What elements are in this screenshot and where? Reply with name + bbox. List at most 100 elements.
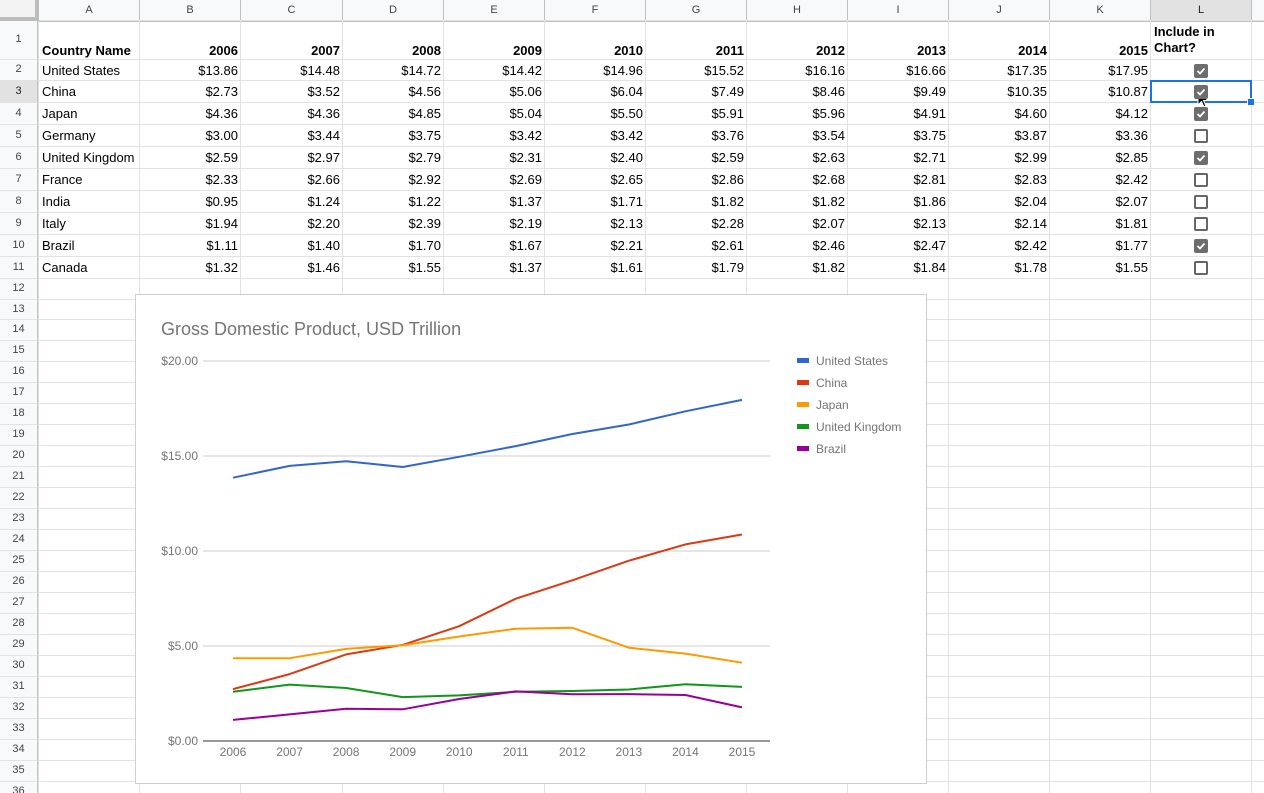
select-all-corner[interactable] bbox=[0, 0, 39, 21]
column-header-e[interactable]: E bbox=[444, 0, 545, 21]
country-name-cell[interactable]: United Kingdom bbox=[42, 150, 135, 165]
gdp-value-cell[interactable]: $1.70 bbox=[408, 238, 441, 253]
column-header-g[interactable]: G bbox=[646, 0, 747, 21]
column-title-year[interactable]: 2006 bbox=[209, 43, 238, 58]
row-header-18[interactable]: 18 bbox=[0, 404, 38, 425]
gdp-value-cell[interactable]: $4.12 bbox=[1115, 106, 1148, 121]
gdp-value-cell[interactable]: $5.50 bbox=[610, 106, 643, 121]
row-header-7[interactable]: 7 bbox=[0, 169, 38, 191]
row-header-19[interactable]: 19 bbox=[0, 425, 38, 446]
gdp-value-cell[interactable]: $2.47 bbox=[913, 238, 946, 253]
row-header-9[interactable]: 9 bbox=[0, 213, 38, 235]
include-in-chart-checkbox[interactable] bbox=[1194, 195, 1208, 209]
gdp-value-cell[interactable]: $1.46 bbox=[307, 260, 340, 275]
gdp-value-cell[interactable]: $16.66 bbox=[906, 63, 946, 78]
gdp-value-cell[interactable]: $6.04 bbox=[610, 84, 643, 99]
gdp-value-cell[interactable]: $17.35 bbox=[1007, 63, 1047, 78]
gdp-value-cell[interactable]: $14.48 bbox=[300, 63, 340, 78]
fill-handle[interactable] bbox=[1247, 98, 1255, 106]
gdp-value-cell[interactable]: $10.87 bbox=[1108, 84, 1148, 99]
row-header-30[interactable]: 30 bbox=[0, 656, 38, 677]
gdp-value-cell[interactable]: $1.55 bbox=[1115, 260, 1148, 275]
gdp-value-cell[interactable]: $1.37 bbox=[509, 194, 542, 209]
gdp-value-cell[interactable]: $2.59 bbox=[711, 150, 744, 165]
row-header-1[interactable]: 1 bbox=[0, 21, 38, 60]
gdp-value-cell[interactable]: $2.39 bbox=[408, 216, 441, 231]
gdp-value-cell[interactable]: $2.20 bbox=[307, 216, 340, 231]
row-header-17[interactable]: 17 bbox=[0, 383, 38, 404]
column-title-year[interactable]: 2011 bbox=[715, 43, 744, 58]
gdp-value-cell[interactable]: $1.40 bbox=[307, 238, 340, 253]
gdp-value-cell[interactable]: $2.42 bbox=[1115, 172, 1148, 187]
gdp-value-cell[interactable]: $7.49 bbox=[711, 84, 744, 99]
gdp-value-cell[interactable]: $3.42 bbox=[509, 128, 542, 143]
row-header-12[interactable]: 12 bbox=[0, 279, 38, 300]
gdp-value-cell[interactable]: $1.82 bbox=[812, 194, 845, 209]
gdp-value-cell[interactable]: $5.04 bbox=[509, 106, 542, 121]
row-header-24[interactable]: 24 bbox=[0, 530, 38, 551]
column-header-i[interactable]: I bbox=[848, 0, 949, 21]
column-title-year[interactable]: 2015 bbox=[1119, 43, 1148, 58]
row-header-33[interactable]: 33 bbox=[0, 719, 38, 740]
gdp-value-cell[interactable]: $2.65 bbox=[610, 172, 643, 187]
gdp-value-cell[interactable]: $14.96 bbox=[603, 63, 643, 78]
gdp-value-cell[interactable]: $2.04 bbox=[1014, 194, 1047, 209]
gdp-value-cell[interactable]: $1.37 bbox=[509, 260, 542, 275]
country-name-cell[interactable]: Italy bbox=[42, 216, 66, 231]
row-header-22[interactable]: 22 bbox=[0, 488, 38, 509]
include-in-chart-checkbox[interactable] bbox=[1194, 239, 1208, 253]
row-header-13[interactable]: 13 bbox=[0, 300, 38, 320]
gdp-value-cell[interactable]: $3.87 bbox=[1014, 128, 1047, 143]
gdp-value-cell[interactable]: $1.61 bbox=[610, 260, 643, 275]
gdp-value-cell[interactable]: $13.86 bbox=[198, 63, 238, 78]
row-header-2[interactable]: 2 bbox=[0, 60, 38, 81]
row-header-27[interactable]: 27 bbox=[0, 593, 38, 614]
gdp-value-cell[interactable]: $14.72 bbox=[401, 63, 441, 78]
gdp-value-cell[interactable]: $1.82 bbox=[711, 194, 744, 209]
column-header-b[interactable]: B bbox=[140, 0, 241, 21]
gdp-value-cell[interactable]: $2.07 bbox=[1115, 194, 1148, 209]
country-name-cell[interactable]: China bbox=[42, 84, 76, 99]
column-header-h[interactable]: H bbox=[747, 0, 848, 21]
gdp-value-cell[interactable]: $5.06 bbox=[509, 84, 542, 99]
country-name-cell[interactable]: India bbox=[42, 194, 71, 209]
row-header-16[interactable]: 16 bbox=[0, 362, 38, 383]
column-title-year[interactable]: 2007 bbox=[311, 43, 340, 58]
column-header-f[interactable]: F bbox=[545, 0, 646, 21]
row-header-32[interactable]: 32 bbox=[0, 698, 38, 719]
gdp-value-cell[interactable]: $2.85 bbox=[1115, 150, 1148, 165]
gdp-value-cell[interactable]: $2.59 bbox=[205, 150, 238, 165]
gdp-value-cell[interactable]: $2.79 bbox=[408, 150, 441, 165]
row-header-11[interactable]: 11 bbox=[0, 257, 38, 279]
gdp-value-cell[interactable]: $3.76 bbox=[711, 128, 744, 143]
gdp-value-cell[interactable]: $1.77 bbox=[1115, 238, 1148, 253]
gdp-value-cell[interactable]: $2.46 bbox=[812, 238, 845, 253]
gdp-value-cell[interactable]: $4.60 bbox=[1014, 106, 1047, 121]
gdp-value-cell[interactable]: $1.32 bbox=[205, 260, 238, 275]
gdp-value-cell[interactable]: $2.42 bbox=[1014, 238, 1047, 253]
gdp-value-cell[interactable]: $2.28 bbox=[711, 216, 744, 231]
gdp-value-cell[interactable]: $4.56 bbox=[408, 84, 441, 99]
column-title-year[interactable]: 2013 bbox=[917, 43, 946, 58]
row-header-6[interactable]: 6 bbox=[0, 147, 38, 169]
gdp-value-cell[interactable]: $9.49 bbox=[913, 84, 946, 99]
column-title-year[interactable]: 2014 bbox=[1018, 43, 1047, 58]
column-title-year[interactable]: 2009 bbox=[513, 43, 542, 58]
include-in-chart-checkbox[interactable] bbox=[1194, 85, 1208, 99]
row-header-4[interactable]: 4 bbox=[0, 103, 38, 125]
gdp-value-cell[interactable]: $1.78 bbox=[1014, 260, 1047, 275]
gdp-value-cell[interactable]: $2.92 bbox=[408, 172, 441, 187]
line-chart[interactable]: Gross Domestic Product, USD Trillion $0.0… bbox=[135, 294, 927, 784]
gdp-value-cell[interactable]: $2.68 bbox=[812, 172, 845, 187]
gdp-value-cell[interactable]: $0.95 bbox=[205, 194, 238, 209]
row-header-10[interactable]: 10 bbox=[0, 235, 38, 257]
include-in-chart-checkbox[interactable] bbox=[1194, 129, 1208, 143]
gdp-value-cell[interactable]: $2.21 bbox=[610, 238, 643, 253]
column-title-year[interactable]: 2012 bbox=[816, 43, 845, 58]
column-header-l[interactable]: L bbox=[1151, 0, 1252, 21]
gdp-value-cell[interactable]: $2.99 bbox=[1014, 150, 1047, 165]
gdp-value-cell[interactable]: $1.67 bbox=[509, 238, 542, 253]
gdp-value-cell[interactable]: $1.82 bbox=[812, 260, 845, 275]
gdp-value-cell[interactable]: $2.19 bbox=[509, 216, 542, 231]
column-title-year[interactable]: 2008 bbox=[412, 43, 441, 58]
